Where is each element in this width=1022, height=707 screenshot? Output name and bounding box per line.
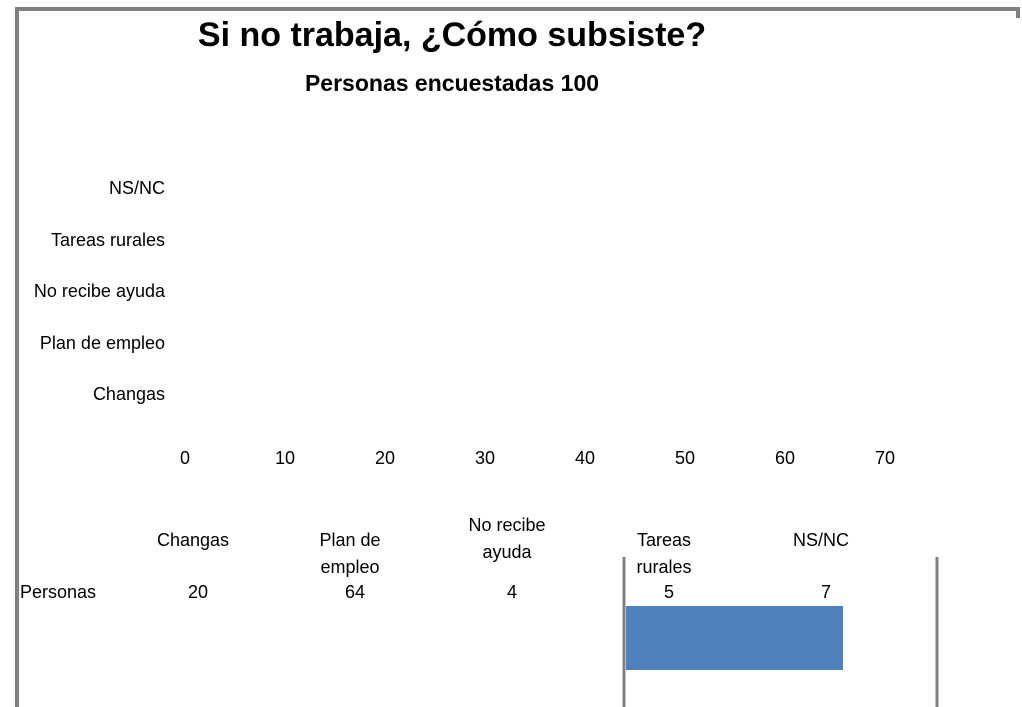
y-tick-label: Tareas rurales: [50, 229, 165, 250]
x-tick-label: 0: [179, 448, 191, 468]
frame-line: [15, 7, 1020, 707]
table-value: 4: [506, 582, 518, 602]
y-tick-label: Changas: [92, 384, 165, 404]
x-tick-label: 70: [874, 448, 896, 468]
x-tick-label: 40: [574, 448, 596, 468]
chart-title: Si no trabaja, ¿Cómo subsiste?: [197, 16, 707, 54]
x-tick-label: 60: [774, 448, 796, 468]
chart-subtitle: Personas encuestadas 100: [304, 70, 600, 96]
y-tick-label: No recibe ayuda: [33, 281, 165, 301]
x-tick-label: 20: [374, 448, 396, 468]
table-header: No recibe ayuda: [468, 515, 546, 562]
table-value: 5: [663, 582, 675, 602]
table-header: Changas: [156, 530, 230, 550]
x-tick-label: 50: [674, 448, 696, 468]
table-value: 20: [187, 582, 209, 602]
legend-label: Personas: [20, 582, 97, 602]
mask: [0, 0, 17, 707]
x-tick-label: 30: [474, 448, 496, 468]
table-value: 64: [344, 582, 366, 602]
x-tick-label: 10: [274, 448, 296, 468]
legend-key: [626, 606, 843, 670]
table-header: Plan de empleo: [319, 530, 381, 577]
table-header: NS/NC: [792, 530, 849, 550]
y-tick-label: Plan de empleo: [39, 332, 165, 353]
y-tick-label: NS/NC: [108, 178, 165, 198]
table-value: 7: [820, 582, 832, 602]
table-header: Tareas rurales: [636, 530, 692, 577]
